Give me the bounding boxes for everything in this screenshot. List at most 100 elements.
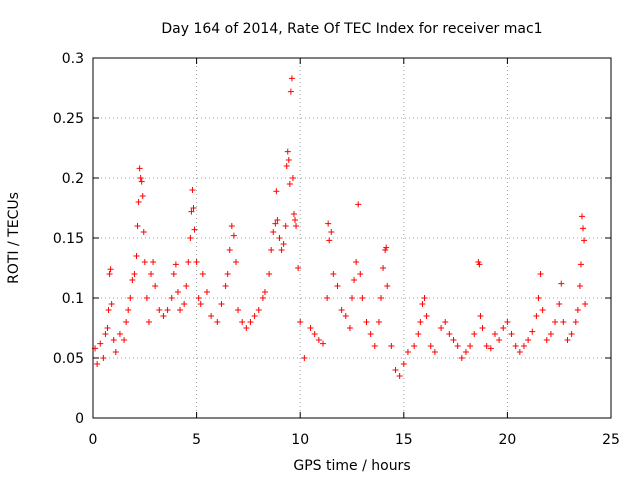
data-point [577,261,584,268]
data-point [170,271,177,277]
data-point [500,325,507,331]
y-tick-label: 0.2 [62,171,84,187]
data-point [224,271,231,277]
data-point [214,319,221,325]
data-point [411,343,418,349]
data-point [129,277,136,283]
data-point [145,319,152,325]
data-point [270,229,277,235]
data-point [105,307,112,313]
data-point [334,283,341,289]
data-point [100,355,107,361]
data-point [127,295,134,301]
data-point [572,319,579,325]
data-point [301,355,308,361]
data-point [235,307,242,313]
data-point [188,208,195,215]
data-point [239,319,246,325]
data-point [168,295,175,301]
data-point [307,325,314,331]
data-point [415,331,422,337]
data-point [199,271,206,277]
data-point [292,217,299,223]
data-point [289,175,296,181]
data-point [533,313,540,319]
data-point [276,235,283,241]
data-point [102,331,109,337]
data-point [520,343,527,349]
data-point [371,343,378,349]
data-point [324,295,331,301]
data-point [121,337,128,343]
data-point [338,307,345,313]
data-point [156,307,163,313]
data-point [539,307,546,313]
data-point [94,361,101,367]
data-point [106,271,113,277]
data-point [181,301,188,307]
data-point [297,319,304,325]
data-point [525,337,532,343]
data-point [462,349,469,355]
data-point [172,261,179,268]
data-point [378,295,385,301]
data-point [137,175,144,181]
data-point [203,289,210,295]
data-point [286,181,293,187]
data-point [174,289,181,295]
data-point [491,331,498,337]
data-point [274,217,281,223]
data-point [487,345,494,352]
data-point [560,319,567,325]
data-point [476,261,483,268]
data-point [431,349,438,355]
data-point [139,193,146,199]
data-point [483,343,490,349]
data-point [512,343,519,349]
data-point [552,319,559,325]
data-point [183,283,190,289]
x-tick-label: 10 [291,432,309,448]
data-point [107,266,114,273]
data-point [496,337,503,343]
data-point [568,331,575,337]
data-point [535,295,542,301]
data-point [152,283,159,289]
data-point [367,331,374,337]
data-point [479,325,486,331]
data-point [222,283,229,289]
data-point [125,307,132,313]
data-point [112,349,119,355]
data-point [458,355,465,361]
data-point [543,337,550,343]
data-point [284,148,291,155]
data-point [442,319,449,325]
data-point [251,313,258,319]
data-point [108,301,115,307]
data-point [404,349,411,355]
y-axis-label: ROTI / TECUs [6,192,22,284]
data-point [529,328,536,335]
axis-ticks: 0 5 10 15 20 25 0 0.05 0.1 0.15 0.2 0.25 0.3 [53,51,620,448]
data-point [287,88,294,95]
data-point [438,325,445,331]
data-point [232,259,239,265]
data-point [143,295,150,301]
data-point [417,319,424,325]
data-point [136,165,143,172]
data-point [578,213,585,220]
data-point [342,313,349,319]
data-point [423,313,430,319]
data-point [576,283,583,289]
data-point [140,229,147,235]
data-point [293,223,300,229]
y-tick-label: 0 [75,411,84,427]
data-point [558,280,565,287]
x-tick-label: 20 [498,432,516,448]
data-point [255,307,262,313]
data-point [290,211,297,217]
data-point [226,247,233,253]
data-point [326,237,333,244]
data-point [363,319,370,325]
data-point [450,337,457,343]
